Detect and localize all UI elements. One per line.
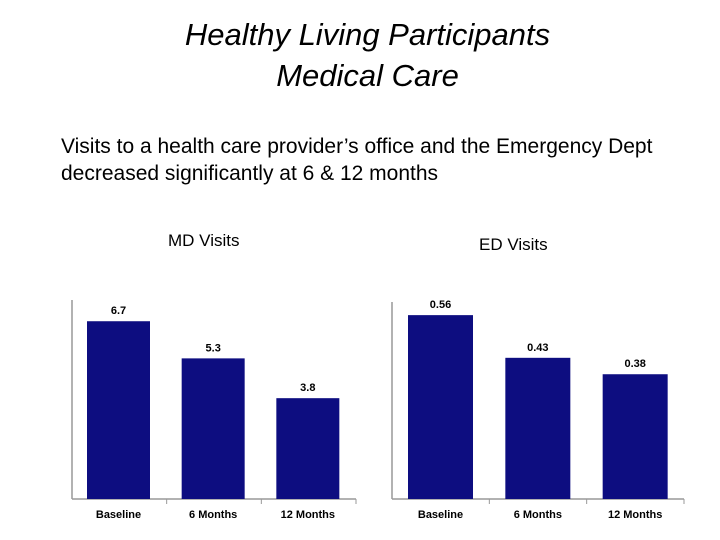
ed-bar-2 — [505, 357, 571, 499]
ed-bar-3 — [602, 374, 668, 499]
ed-value-label-1: 0.56 — [430, 299, 451, 311]
ed-chart-title: ED Visits — [479, 235, 548, 254]
md-bar-2 — [181, 358, 245, 499]
ed-bar-1 — [408, 315, 473, 499]
md-value-label-1: 6.7 — [111, 305, 126, 317]
md-bar-1 — [87, 321, 150, 499]
ed-category-label-3: 12 Months — [608, 509, 662, 521]
title-line-2: Medical Care — [276, 58, 459, 93]
ed-value-label-3: 0.38 — [624, 358, 645, 370]
slide-subtitle: Visits to a health care provider’s offic… — [61, 135, 653, 185]
md-bar-3 — [276, 398, 340, 499]
ed-category-label-2: 6 Months — [514, 509, 562, 521]
md-chart-title: MD Visits — [168, 231, 240, 250]
title-line-1: Healthy Living Participants — [184, 17, 551, 52]
md-value-label-2: 5.3 — [206, 342, 221, 354]
slide-title: Healthy Living Participants Medical Care — [0, 14, 720, 96]
md-category-label-1: Baseline — [96, 509, 141, 521]
md-category-label-3: 12 Months — [281, 509, 335, 521]
md-value-label-3: 3.8 — [300, 382, 315, 394]
ed-category-label-1: Baseline — [418, 509, 463, 521]
md-category-label-2: 6 Months — [189, 509, 237, 521]
ed-value-label-2: 0.43 — [527, 342, 548, 354]
